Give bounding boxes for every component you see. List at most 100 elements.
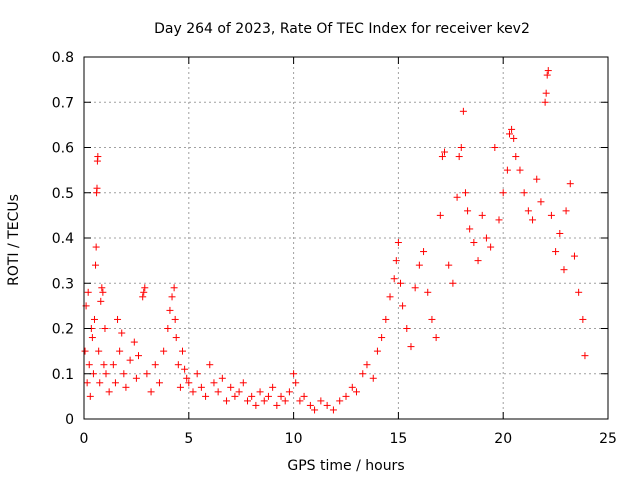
data-point	[373, 347, 381, 355]
data-point	[542, 89, 550, 97]
data-point	[543, 71, 551, 79]
data-point	[512, 153, 520, 161]
data-point	[503, 166, 511, 174]
data-point	[581, 352, 589, 360]
data-point	[445, 261, 453, 269]
x-axis-label: GPS time / hours	[287, 458, 404, 474]
data-point	[461, 189, 469, 197]
data-point	[420, 248, 428, 256]
data-point	[122, 383, 130, 391]
data-point	[352, 388, 360, 396]
data-point	[143, 370, 151, 378]
data-point	[155, 379, 163, 387]
x-ticks: 0 5 10 15 20 25	[80, 57, 617, 447]
data-point	[562, 207, 570, 215]
data-point	[93, 184, 101, 192]
data-point	[95, 347, 103, 355]
x-tick-label: 0	[80, 431, 89, 447]
data-point	[140, 288, 148, 296]
data-point	[441, 148, 449, 156]
data-point	[83, 379, 91, 387]
data-point	[96, 379, 104, 387]
data-point	[273, 401, 281, 409]
data-point	[300, 392, 308, 400]
data-point	[457, 144, 465, 151]
data-point	[415, 261, 423, 269]
data-point	[281, 397, 289, 405]
data-point	[120, 370, 128, 378]
data-point	[547, 211, 555, 219]
data-point	[566, 180, 574, 188]
data-point	[533, 175, 541, 183]
data-point	[89, 370, 97, 378]
y-tick-label: 0.4	[52, 231, 74, 247]
data-point	[105, 388, 113, 396]
data-point	[252, 401, 260, 409]
data-point	[97, 297, 105, 305]
data-point	[81, 347, 89, 355]
data-point	[285, 388, 293, 396]
data-point	[510, 134, 518, 142]
data-point	[109, 361, 117, 369]
data-point	[386, 293, 394, 301]
data-point	[126, 356, 134, 364]
data-point	[176, 383, 184, 391]
data-point	[342, 392, 350, 400]
data-point	[197, 383, 205, 391]
data-point	[470, 239, 478, 247]
data-point	[403, 325, 411, 332]
data-point	[202, 392, 210, 400]
data-point	[132, 374, 140, 382]
data-point	[438, 153, 446, 161]
data-point	[248, 392, 256, 400]
data-point	[116, 347, 124, 355]
data-point	[491, 144, 499, 151]
data-point	[348, 383, 356, 391]
data-point	[459, 107, 467, 115]
data-point	[453, 193, 461, 201]
data-point	[218, 374, 226, 382]
data-point	[392, 257, 400, 265]
y-tick-label: 0.3	[52, 276, 74, 292]
data-point	[292, 379, 300, 387]
data-point	[544, 67, 552, 75]
data-point	[239, 379, 247, 387]
data-point	[432, 334, 440, 342]
data-point	[560, 266, 568, 274]
data-points	[81, 67, 589, 414]
data-point	[541, 98, 549, 106]
data-point	[474, 257, 482, 265]
data-point	[269, 383, 277, 391]
data-point	[449, 279, 457, 287]
data-point	[306, 401, 314, 409]
data-point	[495, 216, 503, 224]
data-point	[424, 288, 432, 296]
data-point	[579, 315, 587, 323]
data-point	[206, 361, 214, 369]
data-point	[179, 347, 187, 355]
data-point	[86, 392, 94, 400]
data-point	[85, 361, 93, 369]
x-tick-label: 25	[599, 431, 617, 447]
data-point	[174, 361, 182, 369]
data-point	[160, 347, 168, 355]
y-tick-label: 0.2	[52, 322, 74, 338]
data-point	[181, 365, 189, 373]
data-point	[99, 288, 107, 296]
data-point	[466, 225, 474, 233]
data-point	[524, 207, 532, 215]
x-tick-label: 5	[184, 431, 193, 447]
data-point	[170, 284, 178, 292]
data-point	[556, 229, 564, 237]
data-point	[264, 392, 272, 400]
data-point	[100, 361, 108, 369]
data-point	[464, 207, 472, 215]
y-tick-label: 0	[65, 412, 74, 428]
data-point	[363, 361, 371, 369]
data-point	[407, 343, 415, 351]
data-point	[382, 315, 390, 323]
data-point	[508, 125, 516, 133]
data-point	[505, 130, 513, 138]
data-point	[166, 306, 174, 314]
